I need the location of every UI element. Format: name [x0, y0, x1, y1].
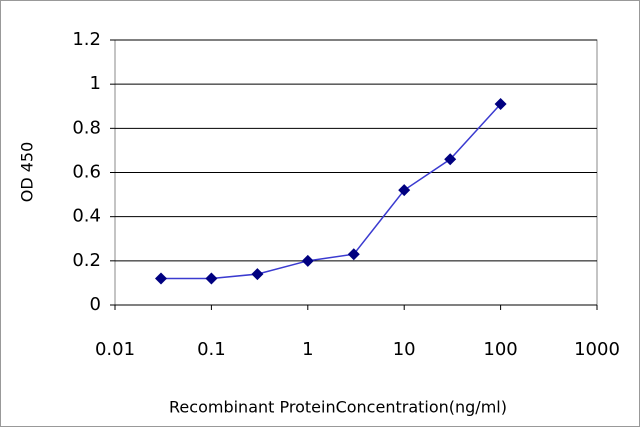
data-point: [301, 254, 314, 267]
y-tick-label: 1: [90, 73, 101, 94]
y-tick-label: 0.8: [72, 117, 101, 138]
data-point: [398, 184, 411, 197]
y-tick-label: 1.2: [72, 29, 101, 50]
x-axis-title: Recombinant ProteinConcentration(ng/ml): [169, 398, 507, 417]
y-axis-title: OD 450: [18, 142, 37, 203]
series-line: [160, 103, 502, 280]
y-tick-label: 0.2: [72, 250, 101, 271]
y-tick-label: 0: [90, 294, 101, 315]
data-point: [494, 98, 507, 111]
y-tick-label: 0.4: [72, 206, 101, 227]
x-tick-label: 1000: [574, 339, 620, 360]
y-tick-label: 0.6: [72, 162, 101, 183]
x-tick-label: 10: [393, 339, 416, 360]
data-point: [251, 268, 264, 281]
data-point: [154, 272, 167, 285]
data-point: [205, 272, 218, 285]
x-tick-label: 0.01: [95, 339, 135, 360]
x-tick-label: 100: [483, 339, 517, 360]
x-tick-label: 0.1: [197, 339, 226, 360]
data-point: [347, 248, 360, 261]
data-point: [444, 153, 457, 166]
x-tick-label: 1: [302, 339, 313, 360]
